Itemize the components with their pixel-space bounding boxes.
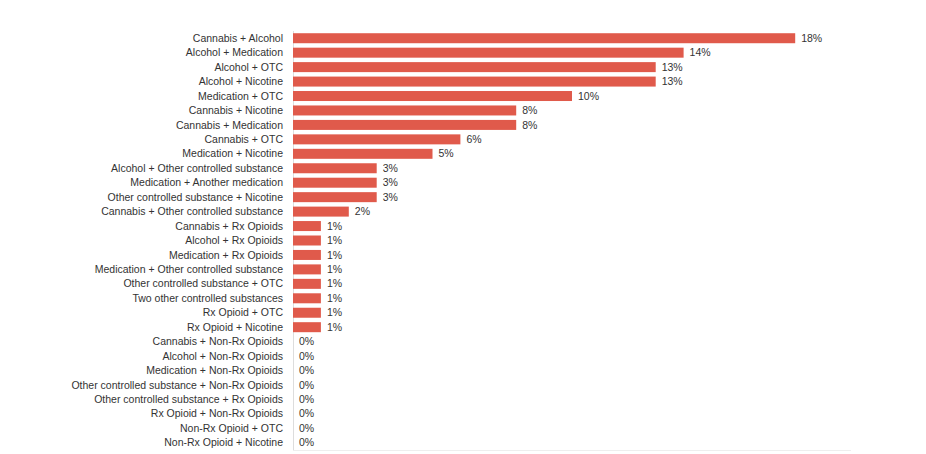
category-label: Cannabis + Nicotine bbox=[189, 104, 283, 116]
bar bbox=[293, 105, 516, 115]
data-label: 0% bbox=[299, 335, 314, 347]
category-label: Alcohol + Nicotine bbox=[199, 75, 283, 87]
category-label: Alcohol + Medication bbox=[186, 46, 283, 58]
bar bbox=[293, 91, 572, 101]
data-label: 1% bbox=[327, 277, 342, 289]
bar bbox=[293, 178, 377, 188]
bar bbox=[293, 409, 294, 419]
data-label: 0% bbox=[299, 407, 314, 419]
bar bbox=[293, 134, 460, 144]
bar bbox=[293, 366, 294, 376]
bar bbox=[293, 279, 321, 289]
data-label: 13% bbox=[662, 61, 683, 73]
data-label: 0% bbox=[299, 436, 314, 448]
category-label: Medication + Other controlled substance bbox=[95, 263, 283, 275]
data-label: 18% bbox=[801, 32, 822, 44]
bar bbox=[293, 394, 294, 404]
bar bbox=[293, 264, 321, 274]
bar bbox=[293, 438, 294, 448]
data-label: 1% bbox=[327, 263, 342, 275]
data-label: 1% bbox=[327, 249, 342, 261]
category-label: Cannabis + OTC bbox=[205, 133, 284, 145]
data-label: 6% bbox=[466, 133, 481, 145]
category-label: Rx Opioid + OTC bbox=[203, 306, 284, 318]
category-label: Medication + Rx Opioids bbox=[169, 249, 283, 261]
bar bbox=[293, 351, 294, 361]
category-label: Medication + Non-Rx Opioids bbox=[146, 364, 283, 376]
bars bbox=[293, 33, 795, 332]
bar bbox=[293, 62, 656, 72]
data-label: 1% bbox=[327, 234, 342, 246]
data-label: 1% bbox=[327, 306, 342, 318]
category-label: Non-Rx Opioid + OTC bbox=[180, 422, 283, 434]
data-label: 1% bbox=[327, 292, 342, 304]
bar bbox=[293, 48, 684, 58]
bar bbox=[293, 163, 377, 173]
data-label: 8% bbox=[522, 104, 537, 116]
bar bbox=[293, 207, 349, 217]
category-label: Alcohol + Non-Rx Opioids bbox=[162, 350, 283, 362]
bar bbox=[293, 120, 516, 130]
category-label: Alcohol + OTC bbox=[214, 61, 283, 73]
data-label: 1% bbox=[327, 321, 342, 333]
category-label: Medication + Another medication bbox=[130, 176, 283, 188]
data-label: 1% bbox=[327, 220, 342, 232]
data-label: 8% bbox=[522, 119, 537, 131]
data-label: 5% bbox=[439, 147, 454, 159]
bar bbox=[293, 308, 321, 318]
data-label: 0% bbox=[299, 379, 314, 391]
data-label: 10% bbox=[578, 90, 599, 102]
data-label: 14% bbox=[690, 46, 711, 58]
category-label: Non-Rx Opioid + Nicotine bbox=[164, 436, 283, 448]
category-label: Two other controlled substances bbox=[132, 292, 283, 304]
bar bbox=[293, 149, 433, 159]
bar bbox=[293, 423, 294, 433]
bar bbox=[293, 380, 294, 390]
category-label: Alcohol + Other controlled substance bbox=[111, 162, 283, 174]
data-label: 13% bbox=[662, 75, 683, 87]
category-label: Cannabis + Non-Rx Opioids bbox=[153, 335, 283, 347]
category-label: Rx Opioid + Non-Rx Opioids bbox=[151, 407, 283, 419]
category-label: Other controlled substance + OTC bbox=[123, 277, 283, 289]
data-label: 2% bbox=[355, 205, 370, 217]
data-label: 0% bbox=[299, 393, 314, 405]
category-label: Rx Opioid + Nicotine bbox=[187, 321, 283, 333]
bar bbox=[293, 337, 294, 347]
category-label: Other controlled substance + Rx Opioids bbox=[94, 393, 283, 405]
data-label: 3% bbox=[383, 176, 398, 188]
category-label: Cannabis + Other controlled substance bbox=[101, 205, 283, 217]
bar bbox=[293, 236, 321, 246]
data-label: 0% bbox=[299, 364, 314, 376]
category-label: Cannabis + Rx Opioids bbox=[175, 220, 283, 232]
bar bbox=[293, 77, 656, 87]
bar bbox=[293, 221, 321, 231]
category-label: Cannabis + Medication bbox=[176, 119, 283, 131]
category-label: Cannabis + Alcohol bbox=[193, 32, 283, 44]
data-label: 3% bbox=[383, 162, 398, 174]
data-label: 0% bbox=[299, 422, 314, 434]
data-label: 3% bbox=[383, 191, 398, 203]
bar bbox=[293, 192, 377, 202]
category-label: Medication + OTC bbox=[198, 90, 283, 102]
category-label: Other controlled substance + Nicotine bbox=[108, 191, 284, 203]
chart: 18% Cannabis + Alcohol 14% Alcohol + Medica… bbox=[0, 0, 926, 454]
bar bbox=[293, 250, 321, 260]
bar bbox=[293, 33, 795, 43]
data-label: 0% bbox=[299, 350, 314, 362]
bar bbox=[293, 293, 321, 303]
category-label: Other controlled substance + Non-Rx Opio… bbox=[71, 379, 283, 391]
category-label: Alcohol + Rx Opioids bbox=[185, 234, 283, 246]
bar bbox=[293, 322, 321, 332]
category-label: Medication + Nicotine bbox=[182, 147, 283, 159]
x-axis-line bbox=[293, 450, 851, 451]
